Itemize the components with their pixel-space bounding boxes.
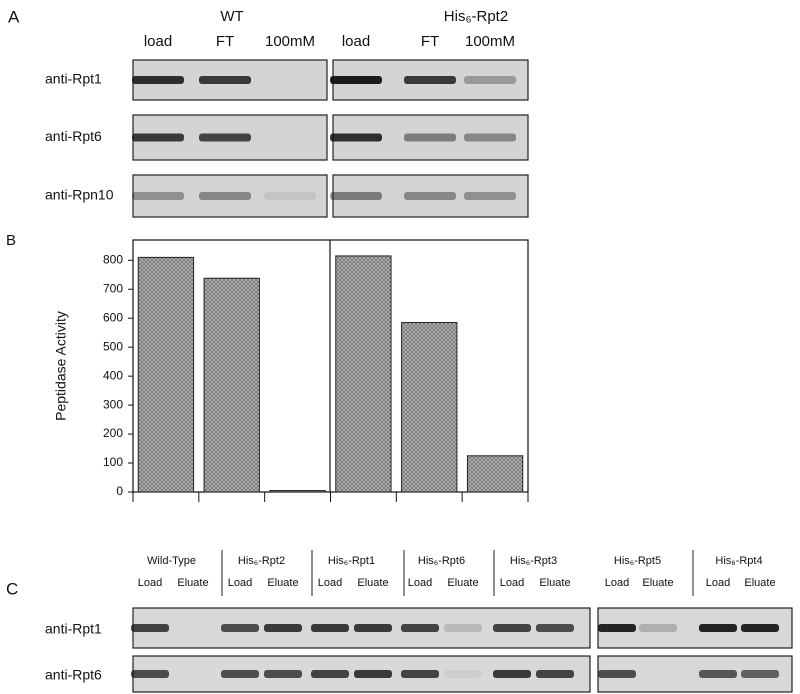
band	[464, 76, 516, 84]
bar	[335, 255, 392, 493]
group-header: WT	[220, 8, 243, 25]
band	[330, 192, 382, 200]
band	[401, 624, 439, 632]
group-header: Wild-Type	[147, 555, 196, 567]
band	[444, 624, 482, 632]
y-tick-label: 100	[103, 455, 123, 469]
band	[493, 624, 531, 632]
panel-label: C	[6, 579, 18, 598]
band	[536, 670, 574, 678]
band	[699, 624, 737, 632]
y-tick-label: 500	[103, 339, 123, 353]
band	[311, 670, 349, 678]
band	[311, 624, 349, 632]
band	[132, 133, 184, 142]
panel-label: A	[8, 7, 20, 26]
lane-label: Load	[138, 577, 162, 589]
lane-label: load	[144, 33, 172, 50]
band	[401, 670, 439, 678]
band	[264, 624, 302, 632]
lane-label: Eluate	[642, 577, 673, 589]
bar	[203, 277, 260, 493]
group-header: His₆-Rpt5	[614, 555, 661, 567]
lane-label: Load	[706, 577, 730, 589]
blot	[332, 174, 529, 218]
lane-label: Eluate	[447, 577, 478, 589]
lane-label: 100mM	[465, 33, 515, 50]
y-tick-label: 800	[103, 252, 123, 266]
y-tick-label: 0	[116, 484, 123, 498]
band	[199, 133, 251, 142]
lane-label: FT	[421, 33, 439, 50]
lane-label: Load	[500, 577, 524, 589]
band	[598, 670, 636, 678]
band	[199, 76, 251, 84]
row-label: anti-Rpn10	[45, 187, 114, 203]
band	[199, 192, 251, 200]
group-header: His₆-Rpt6	[418, 555, 465, 567]
y-tick-label: 400	[103, 368, 123, 382]
lane-label: load	[342, 33, 370, 50]
band	[404, 76, 456, 84]
lane-label: Eluate	[539, 577, 570, 589]
band	[444, 670, 482, 678]
band	[699, 670, 737, 678]
lane-label: Load	[228, 577, 252, 589]
group-header: His₆-Rpt2	[444, 8, 508, 25]
band	[536, 624, 574, 632]
bar	[401, 322, 458, 493]
band	[132, 76, 184, 84]
row-label: anti-Rpt1	[45, 71, 102, 87]
band	[741, 624, 779, 632]
bar	[466, 455, 524, 493]
lane-label: Load	[605, 577, 629, 589]
panel-label: B	[6, 232, 16, 249]
group-header: His₆-Rpt3	[510, 555, 557, 567]
band	[132, 192, 184, 200]
lane-label: FT	[216, 33, 234, 50]
band	[464, 133, 516, 142]
lane-label: Load	[408, 577, 432, 589]
band	[404, 192, 456, 200]
band	[639, 624, 677, 632]
band	[221, 624, 259, 632]
lane-label: 100mM	[265, 33, 315, 50]
group-header: His₆-Rpt4	[715, 555, 762, 567]
band	[404, 133, 456, 142]
band	[264, 670, 302, 678]
lane-label: Eluate	[267, 577, 298, 589]
bar	[269, 490, 326, 493]
row-label: anti-Rpt6	[45, 667, 102, 683]
lane-label: Eluate	[744, 577, 775, 589]
band	[264, 192, 316, 200]
band	[221, 670, 259, 678]
band	[354, 624, 392, 632]
y-tick-label: 700	[103, 281, 123, 295]
y-tick-label: 300	[103, 397, 123, 411]
y-tick-label: 200	[103, 426, 123, 440]
band	[330, 133, 382, 142]
lane-label: Load	[318, 577, 342, 589]
lane-label: Eluate	[177, 577, 208, 589]
band	[330, 76, 382, 84]
band	[131, 624, 169, 632]
band	[598, 624, 636, 632]
band	[354, 670, 392, 678]
y-axis-label: Peptidase Activity	[53, 311, 69, 421]
row-label: anti-Rpt6	[45, 128, 102, 144]
row-label: anti-Rpt1	[45, 621, 102, 637]
band	[464, 192, 516, 200]
band	[741, 670, 779, 678]
blot	[132, 174, 328, 218]
group-header: His₆-Rpt1	[328, 555, 375, 567]
lane-label: Eluate	[357, 577, 388, 589]
band	[493, 670, 531, 678]
group-header: His₆-Rpt2	[238, 555, 285, 567]
y-tick-label: 600	[103, 310, 123, 324]
band	[131, 670, 169, 678]
bar	[137, 256, 195, 493]
